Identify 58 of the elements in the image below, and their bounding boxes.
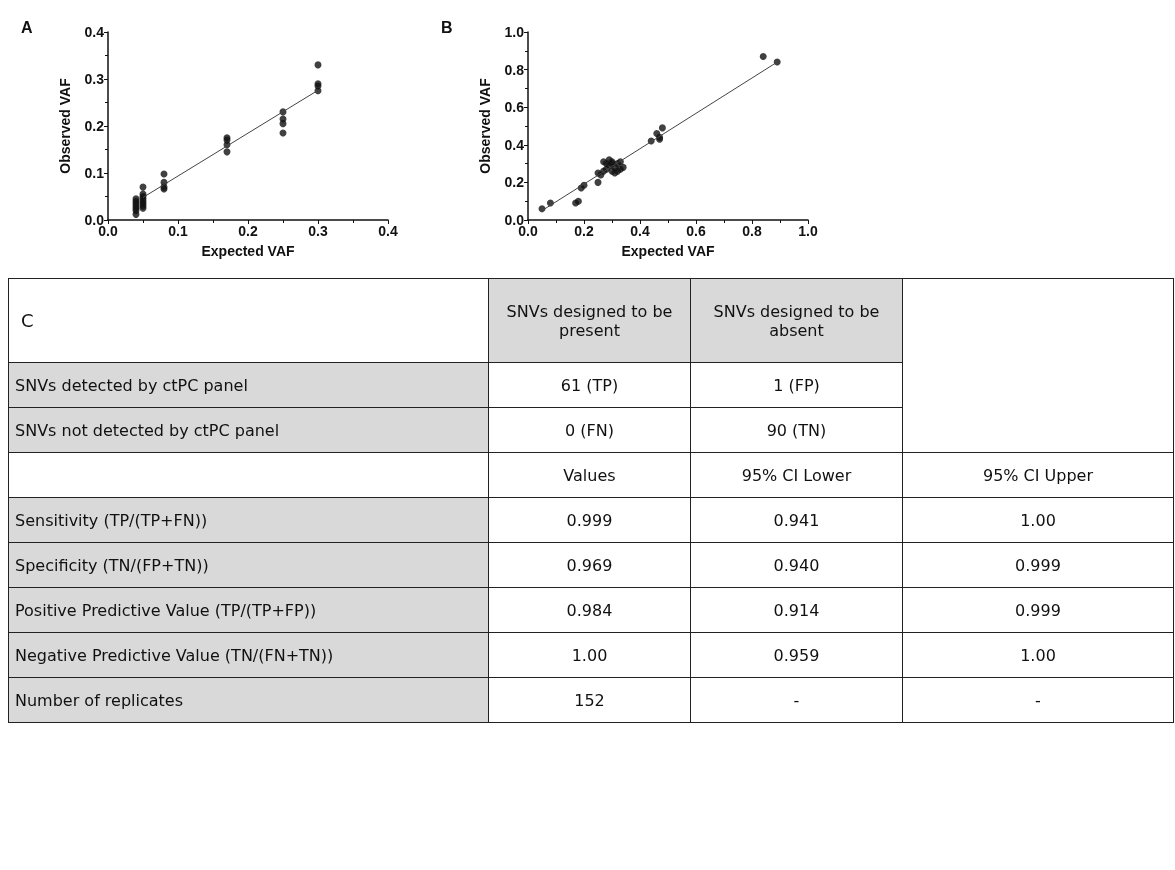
text: 0.959 xyxy=(690,632,903,678)
chart-title: A xyxy=(21,18,33,36)
y-tick-label: 0.4 xyxy=(504,136,525,153)
text: - xyxy=(902,677,1174,723)
y-tick-label: 0.3 xyxy=(84,71,105,87)
text: 1.00 xyxy=(902,497,1174,543)
x-tick-label: 0.3 xyxy=(308,223,328,239)
y-tick-label: 0.4 xyxy=(84,24,105,40)
text: 0.941 xyxy=(690,497,903,543)
text: 0.914 xyxy=(690,587,903,633)
x-tick-label: 1.0 xyxy=(798,223,818,239)
y-tick-label: 0.8 xyxy=(504,61,525,78)
text: SNVs designed to be absent xyxy=(690,278,903,363)
text: 0.940 xyxy=(690,542,903,588)
x-axis-title: Expected VAF xyxy=(621,243,715,259)
y-tick-label: 0.0 xyxy=(504,212,525,228)
x-tick-label: 0.2 xyxy=(574,223,594,239)
y-tick-label: 0.2 xyxy=(84,118,105,134)
text: 0.999 xyxy=(488,497,691,543)
y-tick-label: 0.0 xyxy=(84,212,105,228)
y-axis-title: Observed VAF xyxy=(57,77,73,174)
text: 1.00 xyxy=(902,632,1174,678)
text: 95% CI Lower xyxy=(690,452,903,498)
text: C xyxy=(8,278,489,363)
x-tick-label: 0.8 xyxy=(742,223,762,239)
text: 152 xyxy=(488,677,691,723)
y-axis-title: Observed VAF xyxy=(477,77,493,174)
text: 95% CI Upper xyxy=(902,452,1174,498)
text: 0.969 xyxy=(488,542,691,588)
x-tick-label: 0.6 xyxy=(686,223,706,239)
text: - xyxy=(690,677,903,723)
chart-title: B xyxy=(441,18,453,36)
text: 1.00 xyxy=(488,632,691,678)
y-tick-label: 0.1 xyxy=(84,165,105,181)
text: SNVs not detected by ctPC panel xyxy=(8,407,489,453)
y-tick-label: 0.6 xyxy=(504,99,525,116)
text: 1 (FP) xyxy=(690,362,903,408)
text: Positive Predictive Value (TP/(TP+FP)) xyxy=(8,587,489,633)
text: 0.999 xyxy=(902,587,1174,633)
x-tick-label: 0.1 xyxy=(168,223,188,239)
x-tick-label: 0.4 xyxy=(378,223,398,239)
text: 61 (TP) xyxy=(488,362,691,408)
text: SNVs detected by ctPC panel xyxy=(8,362,489,408)
text: Sensitivity (TP/(TP+FN)) xyxy=(8,497,489,543)
text: Specificity (TN/(FP+TN)) xyxy=(8,542,489,588)
x-axis-title: Expected VAF xyxy=(201,243,295,259)
text: Number of replicates xyxy=(8,677,489,723)
text: Values xyxy=(488,452,691,498)
x-tick-label: 0.4 xyxy=(630,223,650,239)
y-tick-label: 0.2 xyxy=(504,174,525,191)
text: 0.999 xyxy=(902,542,1174,588)
text: 90 (TN) xyxy=(690,407,903,453)
text: Negative Predictive Value (TN/(FN+TN)) xyxy=(8,632,489,678)
x-tick-label: 0.2 xyxy=(238,223,258,239)
text: SNVs designed to be present xyxy=(488,278,691,363)
text: 0.984 xyxy=(488,587,691,633)
y-tick-label: 1.0 xyxy=(504,24,525,40)
text: 0 (FN) xyxy=(488,407,691,453)
